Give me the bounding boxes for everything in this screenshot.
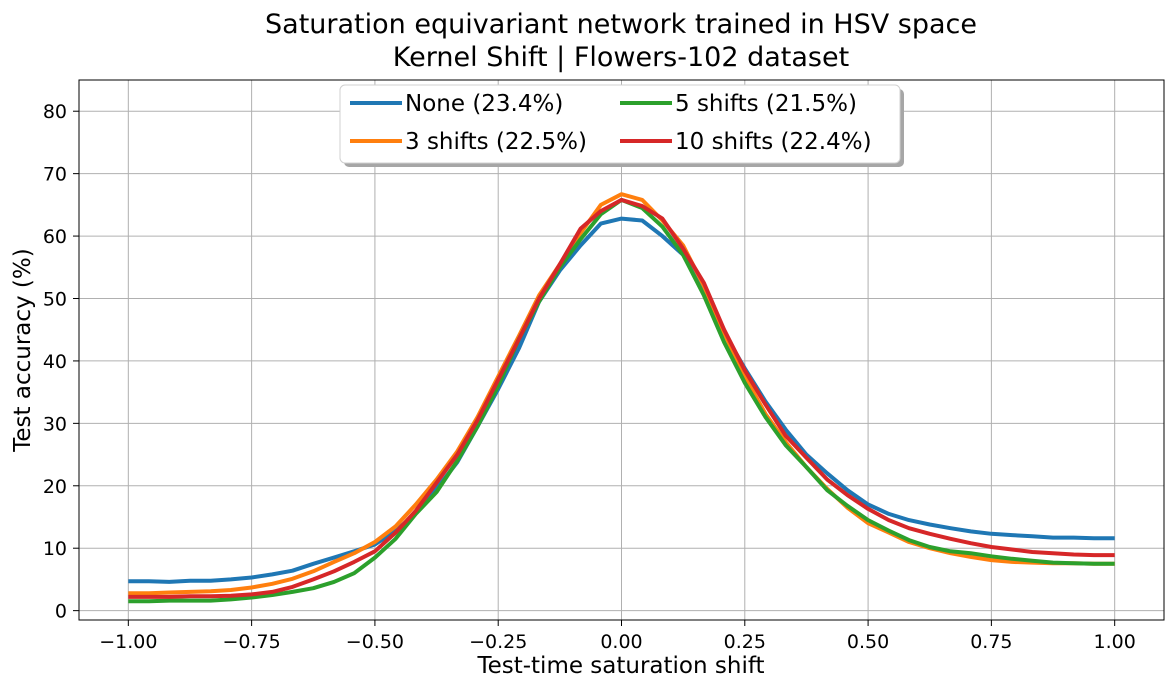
x-axis-ticks: −1.00 −0.75 −0.50 −0.25 0.00 0.25 0.50 0.75 1.00 [99, 620, 1136, 653]
y-tick-label: 80 [43, 101, 67, 123]
y-axis-label: Test accuracy (%) [10, 248, 36, 453]
series-group [128, 192, 1115, 604]
y-tick-label: 30 [43, 413, 67, 435]
x-axis-label: Test-time saturation shift [476, 653, 764, 679]
x-tick-label: −0.50 [346, 631, 404, 653]
x-tick-label: 0.75 [970, 631, 1012, 653]
series-line-1 [128, 216, 1115, 584]
legend-label-2: 3 shifts (22.5%) [405, 129, 587, 155]
x-tick-label: −0.25 [469, 631, 527, 653]
legend-label-3: 5 shifts (21.5%) [675, 91, 857, 117]
chart-title-line-2: Kernel Shift | Flowers-102 dataset [393, 42, 849, 73]
x-tick-label: 1.00 [1094, 631, 1136, 653]
x-tick-label: 0.50 [847, 631, 889, 653]
y-tick-label: 0 [55, 601, 67, 623]
y-tick-label: 10 [43, 538, 67, 560]
legend-label-4: 10 shifts (22.4%) [675, 129, 872, 155]
x-tick-label: 0.00 [600, 631, 642, 653]
y-tick-label: 60 [43, 226, 67, 248]
chart-title-line-1: Saturation equivariant network trained i… [265, 9, 977, 40]
y-tick-label: 20 [43, 476, 67, 498]
y-tick-label: 40 [43, 351, 67, 373]
x-tick-label: −0.75 [222, 631, 280, 653]
legend-box [339, 84, 901, 164]
y-tick-label: 50 [43, 288, 67, 310]
x-tick-label: 0.25 [724, 631, 766, 653]
x-tick-label: −1.00 [99, 631, 157, 653]
y-axis-ticks: 0 10 20 30 40 50 60 70 80 [43, 101, 79, 623]
y-tick-label: 70 [43, 164, 67, 186]
legend: None (23.4%) 3 shifts (22.5%) 5 shifts (21… [339, 84, 904, 167]
series-line-4 [128, 197, 1115, 599]
legend-label-1: None (23.4%) [405, 91, 563, 117]
